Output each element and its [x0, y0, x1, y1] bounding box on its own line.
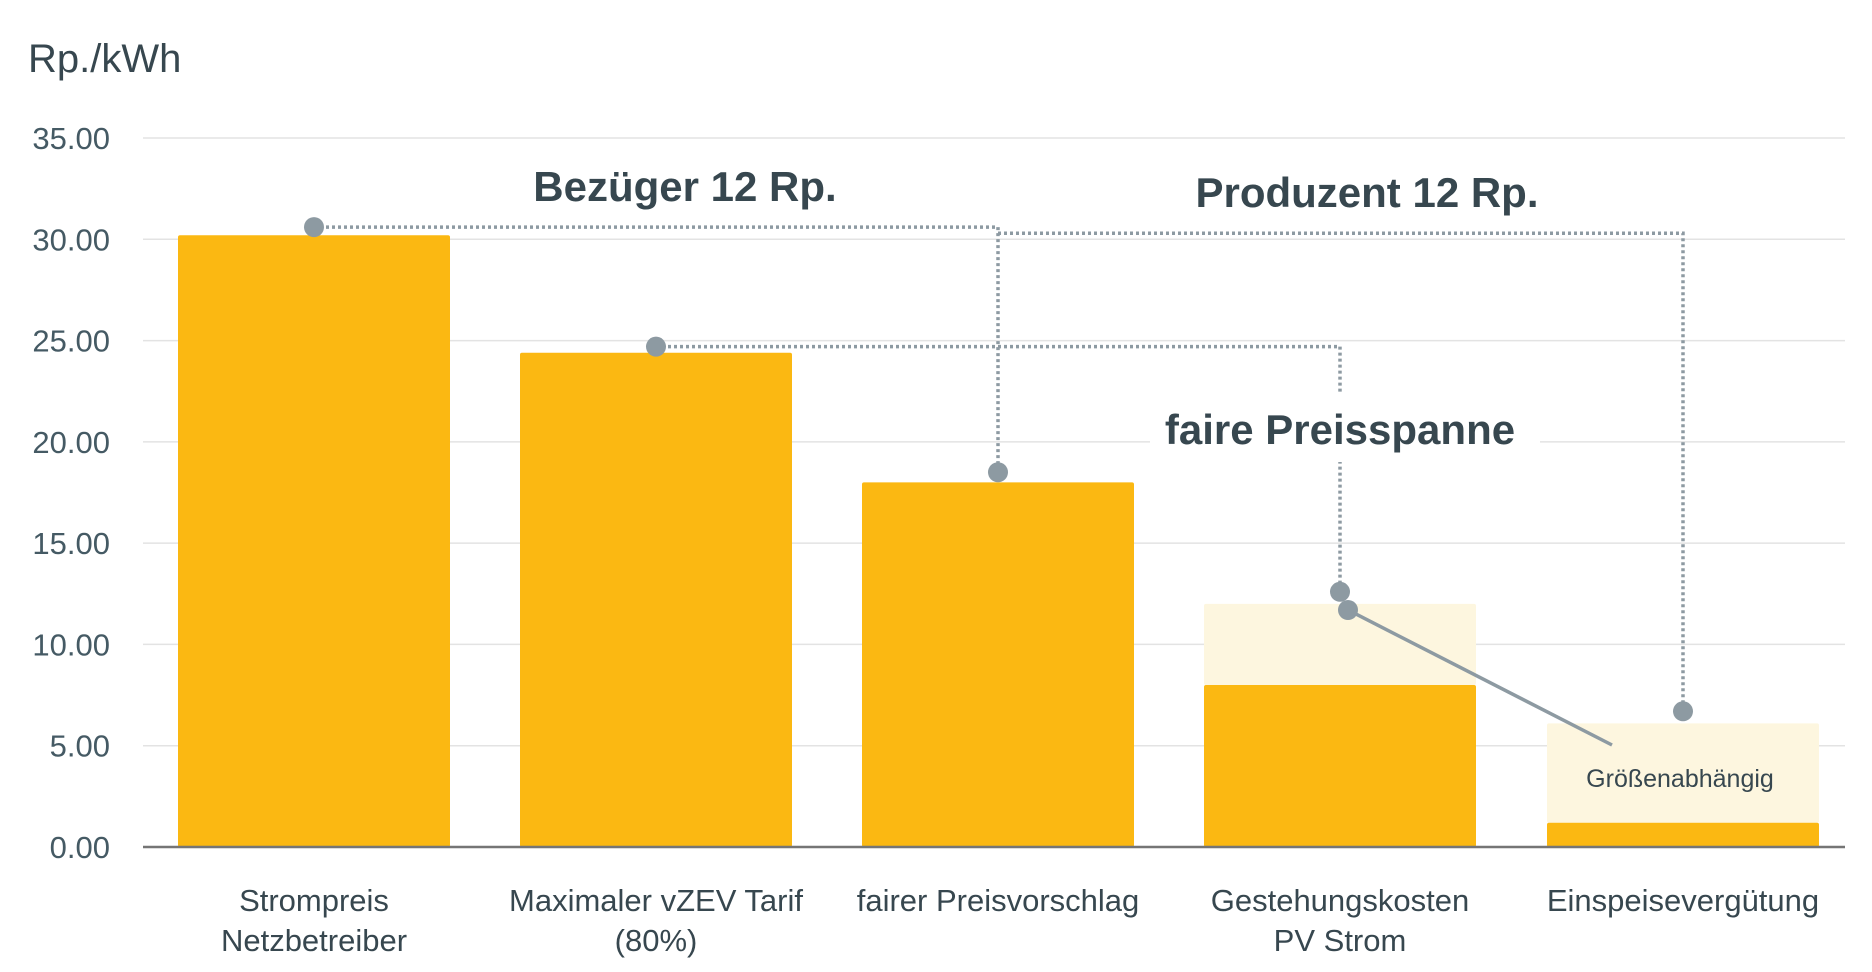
marker-dot: [1673, 701, 1693, 722]
annotation-groessenabhaengig: Größenabhängig: [1586, 765, 1774, 793]
category-label: PV Strom: [1274, 923, 1407, 958]
category-label: Gestehungskosten: [1211, 883, 1470, 918]
marker-dot: [988, 462, 1008, 483]
category-label: fairer Preisvorschlag: [857, 883, 1140, 918]
bar: [1204, 684, 1476, 847]
bar: [862, 482, 1134, 847]
category-label: Einspeisevergütung: [1547, 883, 1819, 918]
annotation-produzent: Produzent 12 Rp.: [1195, 169, 1538, 216]
bar: [520, 352, 792, 847]
category-label: Netzbetreiber: [221, 923, 407, 958]
bars: [143, 235, 1845, 849]
bar-range-segment: [1547, 723, 1819, 823]
connector-groessenabhaengig: [1347, 608, 1613, 747]
bar: [1547, 822, 1819, 847]
annotation-preisspanne: faire Preisspanne: [1165, 406, 1515, 453]
y-tick-label: 15.00: [32, 526, 110, 561]
annotation-preisspanne-bg: [1150, 392, 1540, 462]
y-tick-label: 35.00: [32, 121, 110, 156]
x-axis-categories: Strompreis Netzbetreiber Maximaler vZEV Ta…: [221, 883, 1819, 958]
connector-preisspanne: [656, 344, 1342, 592]
connector-bezueger: [314, 225, 1000, 473]
category-label: Strompreis: [239, 883, 389, 918]
connectors: [304, 217, 1693, 747]
y-tick-label: 10.00: [32, 627, 110, 662]
y-tick-label: 5.00: [50, 729, 110, 764]
annotation-bezueger: Bezüger 12 Rp.: [533, 163, 836, 210]
connector-produzent: [998, 231, 1685, 712]
y-unit-label: Rp./kWh: [28, 37, 181, 81]
category-label: (80%): [615, 923, 698, 958]
y-tick-label: 20.00: [32, 425, 110, 460]
marker-dot: [1338, 599, 1358, 620]
y-tick-label: 30.00: [32, 222, 110, 257]
y-tick-label: 0.00: [50, 830, 110, 865]
category-label: Maximaler vZEV Tarif: [509, 883, 803, 918]
y-axis-ticks: 0.00 5.00 10.00 15.00 20.00 25.00 30.00 35.00: [32, 121, 110, 865]
y-tick-label: 25.00: [32, 324, 110, 359]
marker-dot: [1330, 581, 1350, 602]
marker-dot: [304, 217, 324, 238]
marker-dot: [646, 336, 666, 357]
bar: [178, 235, 450, 848]
bar-range-segment: [1204, 603, 1476, 685]
